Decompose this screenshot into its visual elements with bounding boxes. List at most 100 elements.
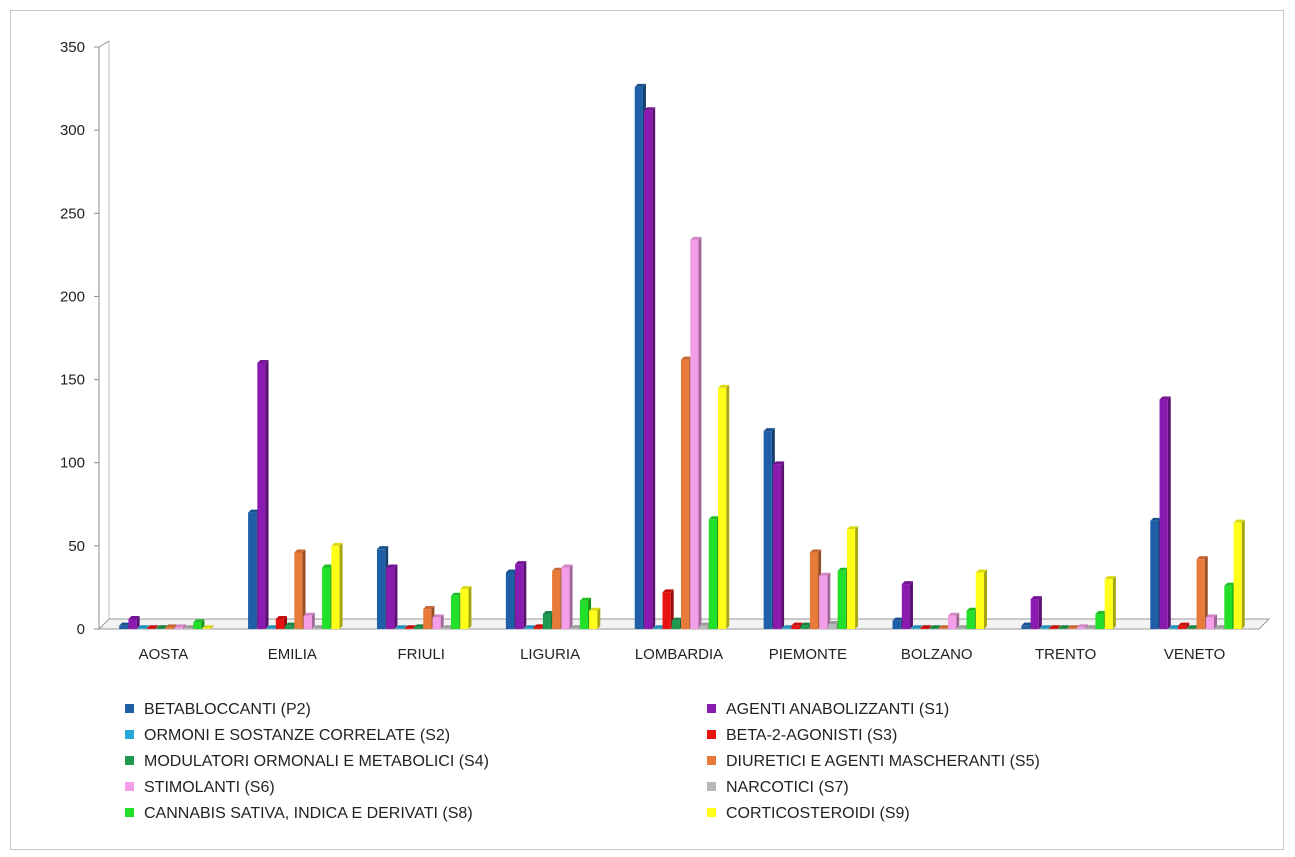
bar-top xyxy=(275,616,288,620)
bar-top xyxy=(376,546,389,550)
legend-item: BETA-2-AGONISTI (S3) xyxy=(707,725,897,747)
bar-front xyxy=(275,619,285,629)
x-tick-label: EMILIA xyxy=(268,646,317,663)
bar-top xyxy=(671,617,683,621)
bar-top xyxy=(718,384,730,388)
bar-front xyxy=(699,625,708,629)
bar-top xyxy=(533,624,545,628)
bar-side xyxy=(781,461,785,629)
bar-top xyxy=(1178,622,1190,626)
bar xyxy=(718,384,730,629)
bar-front xyxy=(376,549,386,629)
bar-front xyxy=(772,464,782,629)
bar-front xyxy=(579,600,589,629)
bar-front xyxy=(662,592,671,629)
x-tick-label: LOMBARDIA xyxy=(635,646,723,663)
bar xyxy=(1058,625,1070,629)
bar-front xyxy=(671,620,680,629)
bar-top xyxy=(312,625,325,629)
legend-label: ORMONI E SOSTANZE CORRELATE (S2) xyxy=(144,727,451,744)
bar xyxy=(589,607,601,629)
bar-front xyxy=(1104,579,1113,629)
bar-top xyxy=(1150,517,1162,521)
bar-top xyxy=(174,624,186,628)
y-tick-label: 300 xyxy=(60,122,85,139)
bar-front xyxy=(957,628,966,629)
legend-swatch xyxy=(125,730,134,740)
bar xyxy=(432,614,444,629)
bar-top xyxy=(460,586,472,590)
legend-label: AGENTI ANABOLIZZANTI (S1) xyxy=(726,701,950,718)
bar-top xyxy=(809,549,822,553)
bar-side xyxy=(983,569,987,629)
bar xyxy=(515,561,527,629)
bar-top xyxy=(1187,625,1199,629)
bar-top xyxy=(1076,624,1089,628)
x-tick-label: VENETO xyxy=(1164,646,1225,663)
bar-top xyxy=(552,567,564,571)
bar-front xyxy=(1215,628,1224,629)
bar-front xyxy=(1159,399,1168,629)
bar xyxy=(165,624,177,629)
bar-front xyxy=(165,627,174,629)
bar-side xyxy=(136,616,140,629)
bar-top xyxy=(791,622,803,626)
bar-side xyxy=(928,625,932,629)
bar-front xyxy=(395,628,404,629)
bar-side xyxy=(155,625,159,629)
bar-front xyxy=(266,628,275,629)
bar-front xyxy=(1205,617,1215,629)
bar-front xyxy=(202,628,211,629)
bar-front xyxy=(542,614,552,629)
bar xyxy=(644,107,656,629)
y-tick-label: 250 xyxy=(60,205,85,222)
bar xyxy=(1039,625,1052,629)
bar-side xyxy=(403,625,407,629)
bar-top xyxy=(1168,625,1181,629)
bar-top xyxy=(589,607,601,611)
bar-top xyxy=(819,572,831,576)
bar-front xyxy=(322,567,331,629)
bar xyxy=(1104,576,1116,629)
legend-item: NARCOTICI (S7) xyxy=(707,777,849,799)
bar-top xyxy=(920,625,932,629)
legend-label: BETA-2-AGONISTI (S3) xyxy=(726,727,898,744)
bar-top xyxy=(846,526,859,530)
bar-top xyxy=(1159,396,1171,400)
bar-side xyxy=(394,564,398,629)
bar-top xyxy=(386,564,398,568)
legend-label: MODULATORI ORMONALI E METABOLICI (S4) xyxy=(144,753,489,770)
bar-front xyxy=(515,564,524,629)
bar-top xyxy=(193,619,205,623)
y-tick-label: 50 xyxy=(68,538,85,555)
legend-swatch xyxy=(125,756,134,766)
bar-front xyxy=(312,628,322,629)
bar-side xyxy=(1186,622,1190,629)
legend-item: BETABLOCCANTI (P2) xyxy=(125,699,311,721)
bar-front xyxy=(929,628,938,629)
bar xyxy=(275,616,288,629)
bar-top xyxy=(1049,625,1061,629)
bar-side xyxy=(302,549,306,629)
bar-top xyxy=(423,606,435,610)
bar-top xyxy=(1021,622,1033,626)
legend-item: DIURETICI E AGENTI MASCHERANTI (S5) xyxy=(707,751,1040,773)
bar-front xyxy=(1030,599,1039,629)
legend-label: CORTICOSTEROIDI (S9) xyxy=(726,805,910,822)
bar-top xyxy=(901,581,913,585)
bar xyxy=(137,625,149,629)
bar-front xyxy=(174,627,183,629)
bar-top xyxy=(975,569,987,573)
bar-top xyxy=(634,83,646,87)
x-tick-label: TRENTO xyxy=(1035,646,1096,663)
bar-front xyxy=(644,110,653,629)
y-tick-label: 100 xyxy=(60,455,85,472)
bar-side xyxy=(201,619,205,629)
bar xyxy=(948,612,960,629)
bar-front xyxy=(1187,628,1196,629)
bar-top xyxy=(800,622,812,626)
bar-top xyxy=(404,625,416,629)
bar xyxy=(1076,624,1089,629)
bar-front xyxy=(156,628,165,629)
x-tick-label: AOSTA xyxy=(139,646,189,663)
